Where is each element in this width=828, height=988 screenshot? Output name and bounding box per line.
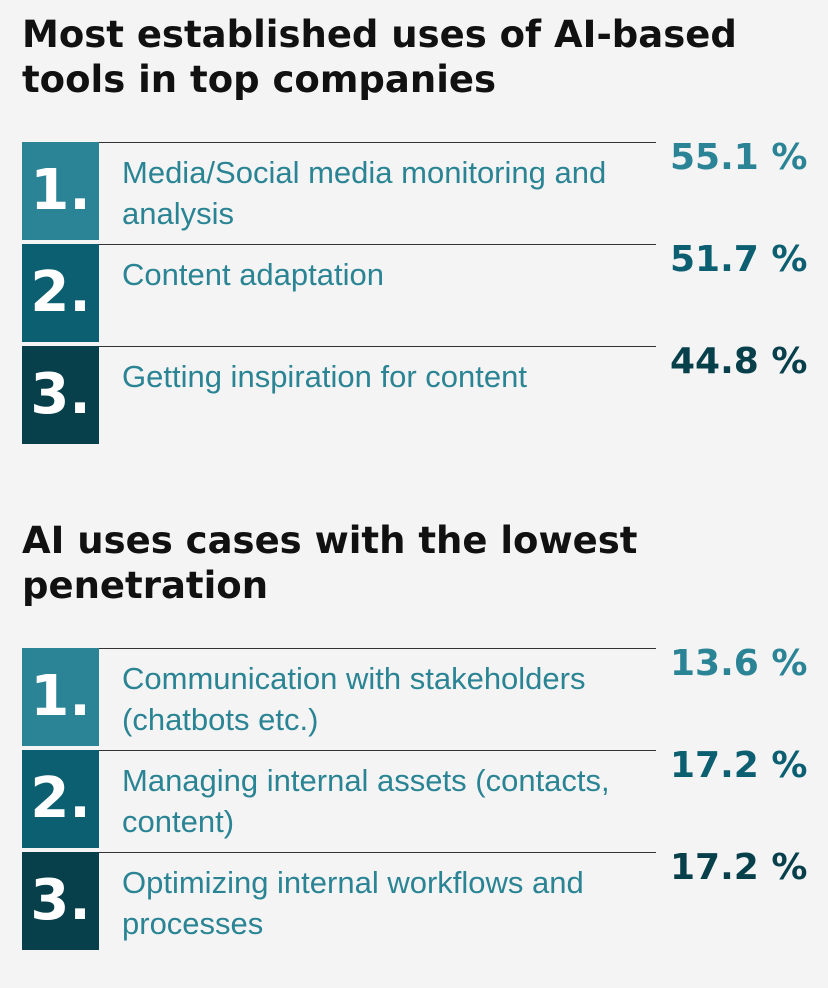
ranking-row: 2. Content adaptation 51.7 % — [22, 239, 822, 345]
use-case-label: Content adaptation — [122, 257, 384, 292]
rank-number: 2. — [22, 244, 99, 342]
row-divider — [99, 346, 656, 347]
row-divider — [99, 750, 656, 751]
ranking-row: 3. Optimizing internal workflows and pro… — [22, 847, 822, 953]
use-case-label: Optimizing internal workflows and proces… — [122, 865, 584, 941]
ranking-row: 3. Getting inspiration for content 44.8 … — [22, 341, 822, 447]
share-value: 17.2 % — [670, 745, 808, 786]
row-divider — [99, 142, 656, 143]
use-case-label: Getting inspiration for content — [122, 359, 527, 394]
section-lowest-penetration: AI uses cases with the lowest penetratio… — [22, 518, 822, 950]
ranking-row: 1. Media/Social media monitoring and ana… — [22, 137, 822, 243]
use-case-label: Media/Social media monitoring and analys… — [122, 155, 607, 231]
ranking-row: 1. Communication with stakeholders (chat… — [22, 643, 822, 749]
row-divider — [99, 244, 656, 245]
row-divider — [99, 648, 656, 649]
rank-number: 1. — [22, 142, 99, 240]
share-value: 55.1 % — [670, 137, 808, 178]
share-value: 51.7 % — [670, 239, 808, 280]
share-value: 17.2 % — [670, 847, 808, 888]
section-most-established: Most established uses of AI-based tools … — [22, 12, 822, 444]
use-case-label: Communication with stakeholders (chatbot… — [122, 661, 586, 737]
rank-number: 3. — [22, 346, 99, 444]
rank-number: 2. — [22, 750, 99, 848]
row-divider — [99, 852, 656, 853]
share-value: 13.6 % — [670, 643, 808, 684]
section-title: AI uses cases with the lowest penetratio… — [22, 519, 638, 607]
rank-number: 1. — [22, 648, 99, 746]
section-title: Most established uses of AI-based tools … — [22, 13, 737, 101]
share-value: 44.8 % — [670, 341, 808, 382]
ranking-row: 2. Managing internal assets (contacts, c… — [22, 745, 822, 851]
use-case-label: Managing internal assets (contacts, cont… — [122, 763, 610, 839]
rank-number: 3. — [22, 852, 99, 950]
